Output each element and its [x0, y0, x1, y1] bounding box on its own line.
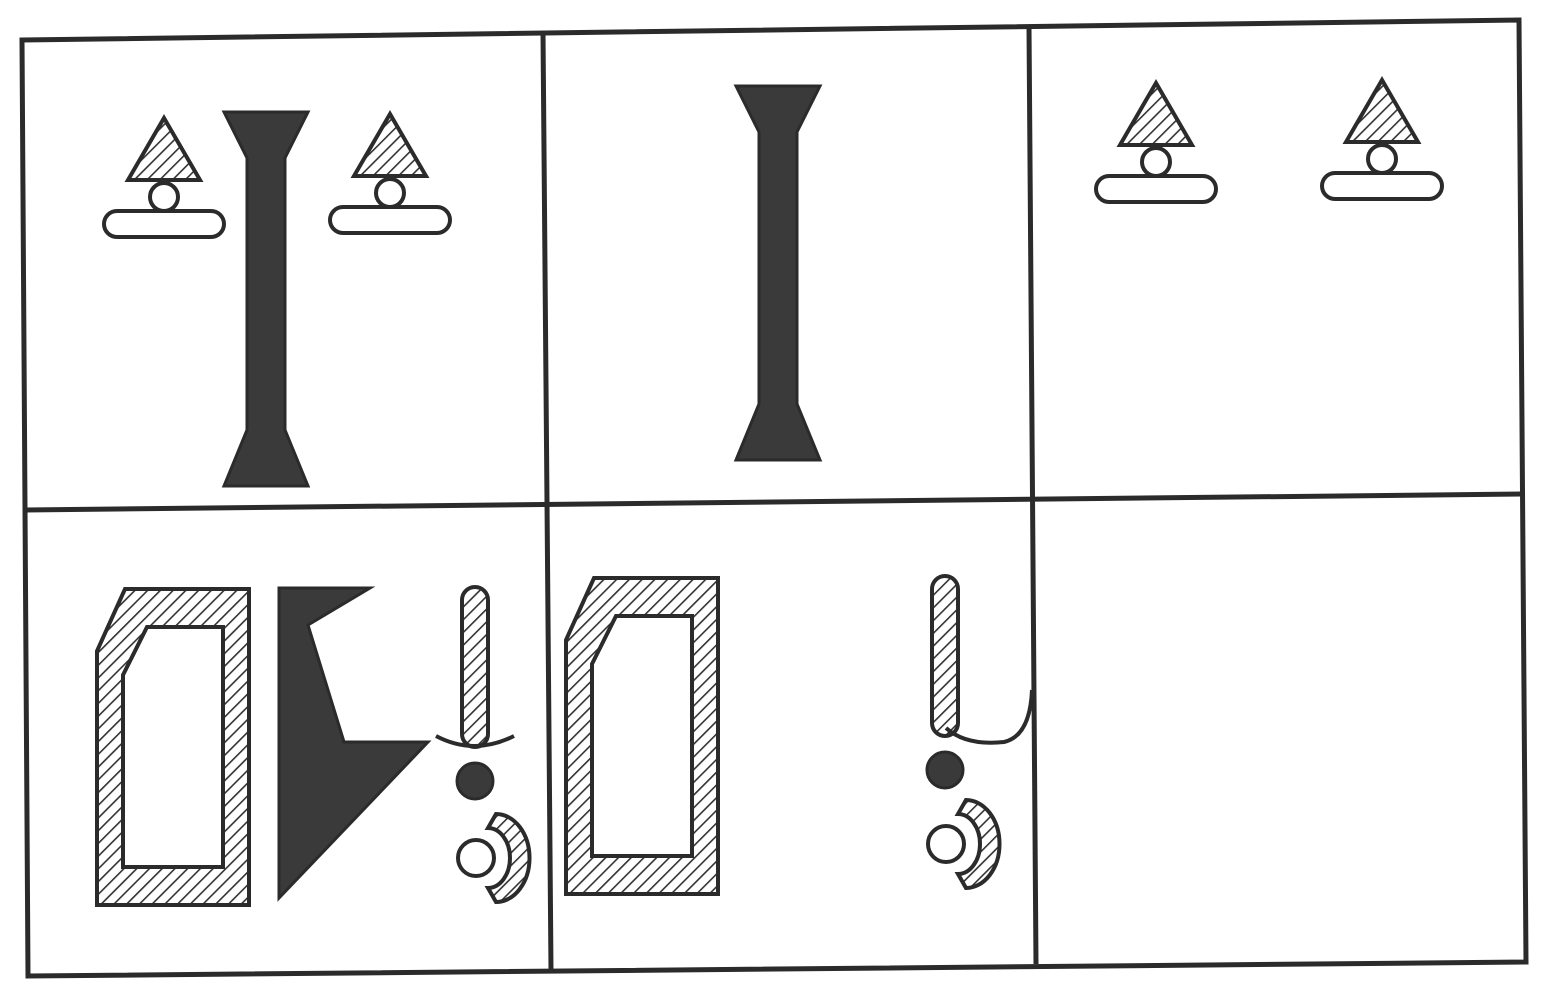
curved-line	[435, 734, 515, 748]
hatched-bar	[930, 574, 960, 738]
grid-line-horizontal	[24, 491, 1523, 513]
hatched-bar	[460, 585, 490, 749]
hook-curve	[944, 689, 1034, 745]
grid-line-vertical-2	[1026, 26, 1039, 965]
cell-r2-c1	[95, 585, 532, 907]
grid-line-vertical-1	[540, 32, 554, 971]
solid-wedge	[277, 586, 432, 902]
cell-r2-c2	[564, 574, 1034, 896]
grid-outer-border	[19, 17, 1529, 979]
solid-dot	[925, 750, 965, 790]
solid-dot	[455, 761, 495, 801]
